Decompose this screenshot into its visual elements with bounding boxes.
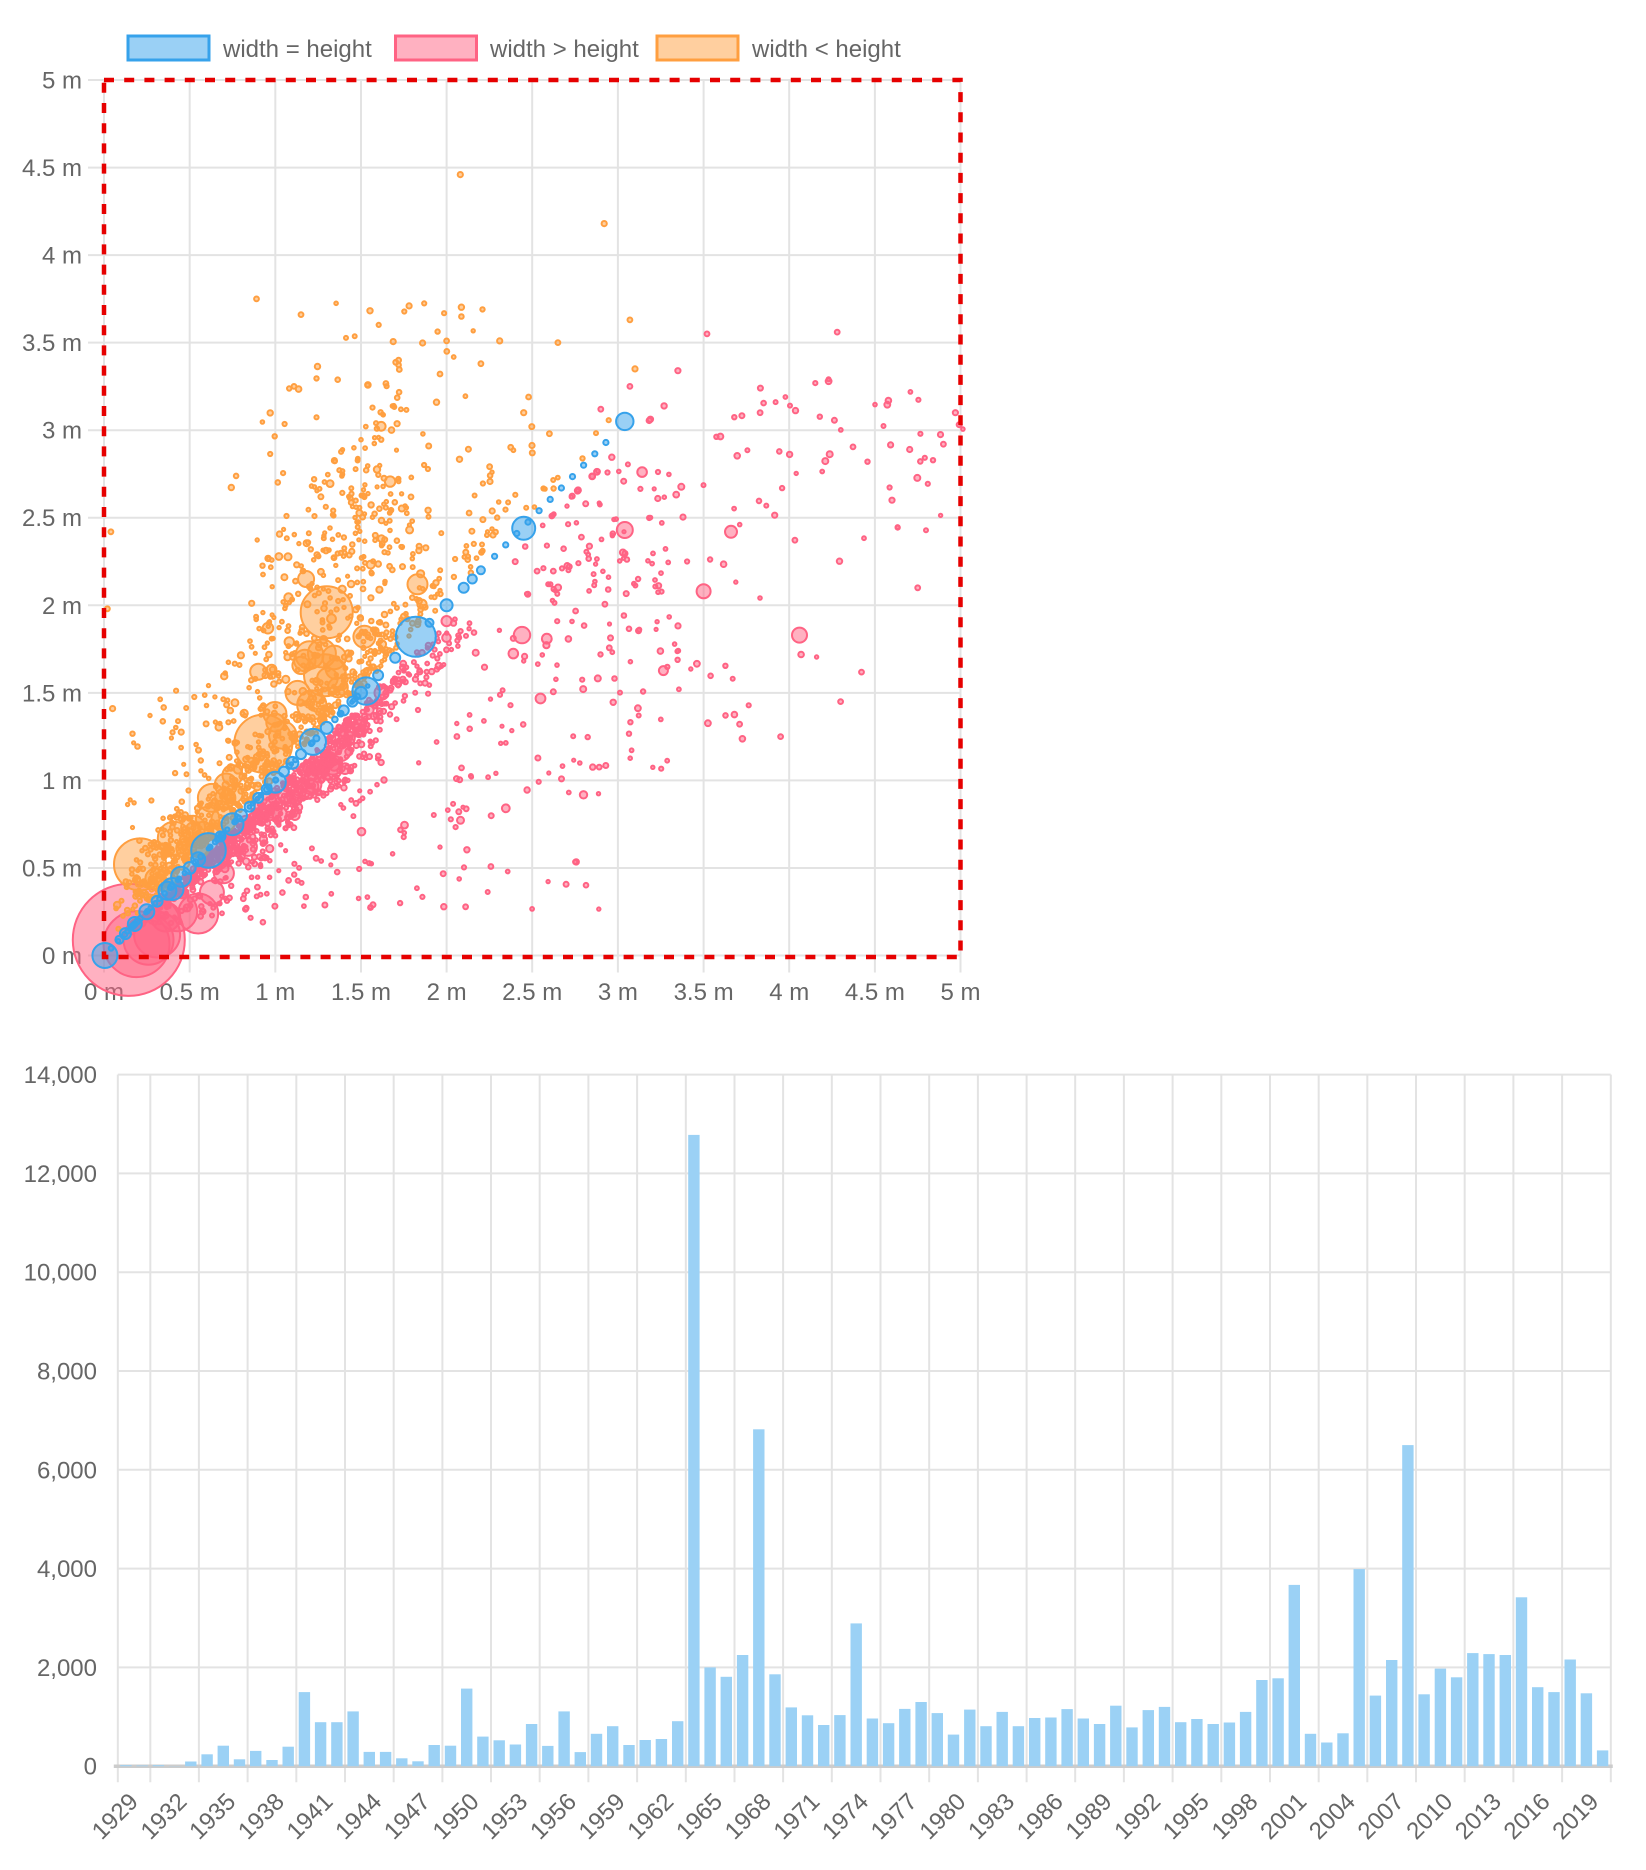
svg-text:1974: 1974 xyxy=(817,1788,874,1845)
svg-text:3.5 m: 3.5 m xyxy=(674,979,734,1006)
svg-text:2016: 2016 xyxy=(1499,1788,1556,1845)
svg-text:1935: 1935 xyxy=(184,1788,241,1845)
svg-text:1944: 1944 xyxy=(330,1788,387,1845)
svg-text:2,000: 2,000 xyxy=(37,1655,97,1682)
svg-text:1 m: 1 m xyxy=(255,979,295,1006)
svg-text:1977: 1977 xyxy=(866,1788,923,1845)
svg-text:2 m: 2 m xyxy=(42,593,82,620)
svg-text:1986: 1986 xyxy=(1012,1788,1069,1845)
svg-text:5 m: 5 m xyxy=(940,979,980,1006)
svg-text:4 m: 4 m xyxy=(42,243,82,270)
svg-text:2010: 2010 xyxy=(1401,1788,1458,1845)
svg-text:2004: 2004 xyxy=(1304,1788,1361,1845)
svg-text:10,000: 10,000 xyxy=(24,1260,97,1287)
svg-text:4.5 m: 4.5 m xyxy=(22,155,82,182)
svg-text:3 m: 3 m xyxy=(42,418,82,445)
svg-text:1.5 m: 1.5 m xyxy=(331,979,391,1006)
svg-text:width < height: width < height xyxy=(751,36,901,63)
svg-text:1989: 1989 xyxy=(1061,1788,1118,1845)
svg-text:0.5 m: 0.5 m xyxy=(22,856,82,883)
svg-text:6,000: 6,000 xyxy=(37,1457,97,1484)
svg-text:width = height: width = height xyxy=(222,36,372,63)
svg-text:0: 0 xyxy=(84,1754,97,1781)
svg-text:1983: 1983 xyxy=(963,1788,1020,1845)
svg-text:12,000: 12,000 xyxy=(24,1161,97,1188)
svg-text:1992: 1992 xyxy=(1109,1788,1166,1845)
svg-text:2.5 m: 2.5 m xyxy=(22,505,82,532)
svg-text:1947: 1947 xyxy=(379,1788,436,1845)
svg-text:3 m: 3 m xyxy=(598,979,638,1006)
svg-text:1995: 1995 xyxy=(1158,1788,1215,1845)
svg-text:2 m: 2 m xyxy=(427,979,467,1006)
svg-text:0.5 m: 0.5 m xyxy=(160,979,220,1006)
svg-text:1962: 1962 xyxy=(622,1788,679,1845)
svg-text:3.5 m: 3.5 m xyxy=(22,330,82,357)
svg-text:1953: 1953 xyxy=(476,1788,533,1845)
svg-text:2.5 m: 2.5 m xyxy=(502,979,562,1006)
svg-text:1998: 1998 xyxy=(1207,1788,1264,1845)
svg-text:1929: 1929 xyxy=(87,1788,144,1845)
svg-text:1941: 1941 xyxy=(282,1788,339,1845)
svg-text:14,000: 14,000 xyxy=(24,1062,97,1089)
svg-text:8,000: 8,000 xyxy=(37,1359,97,1386)
svg-text:4.5 m: 4.5 m xyxy=(845,979,905,1006)
svg-text:1971: 1971 xyxy=(768,1788,825,1845)
svg-text:1956: 1956 xyxy=(525,1788,582,1845)
svg-text:1950: 1950 xyxy=(428,1788,485,1845)
svg-text:2001: 2001 xyxy=(1255,1788,1312,1845)
svg-text:1980: 1980 xyxy=(914,1788,971,1845)
svg-text:1938: 1938 xyxy=(233,1788,290,1845)
svg-text:1959: 1959 xyxy=(574,1788,631,1845)
svg-text:5 m: 5 m xyxy=(42,68,82,95)
svg-text:2019: 2019 xyxy=(1547,1788,1604,1845)
svg-text:1965: 1965 xyxy=(671,1788,728,1845)
svg-text:1968: 1968 xyxy=(720,1788,777,1845)
svg-text:4,000: 4,000 xyxy=(37,1556,97,1583)
svg-text:1 m: 1 m xyxy=(42,768,82,795)
svg-text:4 m: 4 m xyxy=(769,979,809,1006)
svg-text:1932: 1932 xyxy=(136,1788,193,1845)
svg-text:2013: 2013 xyxy=(1450,1788,1507,1845)
svg-text:width > height: width > height xyxy=(489,36,639,63)
svg-text:2007: 2007 xyxy=(1353,1788,1410,1845)
svg-text:1.5 m: 1.5 m xyxy=(22,680,82,707)
